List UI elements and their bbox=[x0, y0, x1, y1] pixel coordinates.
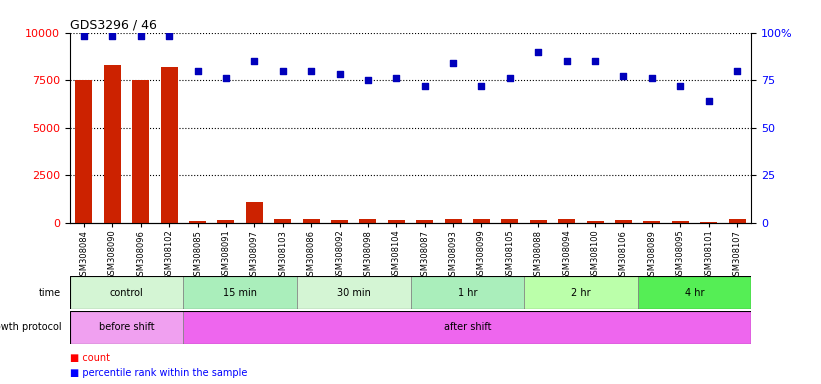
Bar bbox=[410, 276, 524, 309]
Point bbox=[163, 33, 176, 40]
Text: 1 hr: 1 hr bbox=[457, 288, 477, 298]
Bar bbox=[183, 311, 751, 344]
Bar bbox=[388, 220, 405, 223]
Text: ■ count: ■ count bbox=[70, 353, 110, 363]
Point bbox=[276, 68, 289, 74]
Bar bbox=[502, 219, 518, 223]
Point bbox=[645, 75, 658, 81]
Bar bbox=[558, 219, 576, 223]
Point bbox=[589, 58, 602, 64]
Bar bbox=[132, 80, 149, 223]
Text: 2 hr: 2 hr bbox=[571, 288, 590, 298]
Bar bbox=[728, 219, 745, 223]
Bar bbox=[76, 80, 93, 223]
Point bbox=[248, 58, 261, 64]
Point bbox=[390, 75, 403, 81]
Text: 4 hr: 4 hr bbox=[685, 288, 704, 298]
Point bbox=[305, 68, 318, 74]
Bar bbox=[297, 276, 410, 309]
Bar bbox=[416, 220, 433, 223]
Bar bbox=[473, 219, 490, 223]
Point bbox=[475, 83, 488, 89]
Bar bbox=[331, 220, 348, 223]
Text: growth protocol: growth protocol bbox=[0, 322, 62, 333]
Point bbox=[418, 83, 431, 89]
Bar bbox=[161, 67, 177, 223]
Text: GDS3296 / 46: GDS3296 / 46 bbox=[70, 18, 157, 31]
Bar bbox=[274, 219, 291, 223]
Point bbox=[191, 68, 204, 74]
Point bbox=[532, 48, 545, 55]
Bar bbox=[644, 221, 660, 223]
Bar bbox=[218, 220, 235, 223]
Bar bbox=[245, 202, 263, 223]
Bar bbox=[586, 221, 603, 223]
Bar bbox=[104, 65, 121, 223]
Point bbox=[219, 75, 232, 81]
Bar bbox=[189, 221, 206, 223]
Point bbox=[106, 33, 119, 40]
Point bbox=[77, 33, 90, 40]
Text: ■ percentile rank within the sample: ■ percentile rank within the sample bbox=[70, 368, 247, 378]
Point bbox=[447, 60, 460, 66]
Text: 15 min: 15 min bbox=[223, 288, 257, 298]
Bar bbox=[615, 220, 632, 223]
Point bbox=[702, 98, 715, 104]
Bar bbox=[638, 276, 751, 309]
Text: after shift: after shift bbox=[443, 322, 491, 333]
Text: before shift: before shift bbox=[99, 322, 154, 333]
Point bbox=[731, 68, 744, 74]
Point bbox=[560, 58, 573, 64]
Bar bbox=[183, 276, 297, 309]
Point bbox=[617, 73, 630, 79]
Text: time: time bbox=[39, 288, 62, 298]
Bar bbox=[700, 222, 718, 223]
Bar bbox=[530, 220, 547, 223]
Bar bbox=[524, 276, 638, 309]
Bar bbox=[70, 311, 183, 344]
Point bbox=[674, 83, 687, 89]
Point bbox=[333, 71, 346, 78]
Bar bbox=[445, 219, 461, 223]
Bar bbox=[303, 219, 319, 223]
Point bbox=[134, 33, 147, 40]
Text: control: control bbox=[110, 288, 144, 298]
Bar bbox=[360, 219, 377, 223]
Text: 30 min: 30 min bbox=[337, 288, 370, 298]
Bar bbox=[70, 276, 183, 309]
Bar bbox=[672, 221, 689, 223]
Point bbox=[361, 77, 374, 83]
Point bbox=[503, 75, 516, 81]
